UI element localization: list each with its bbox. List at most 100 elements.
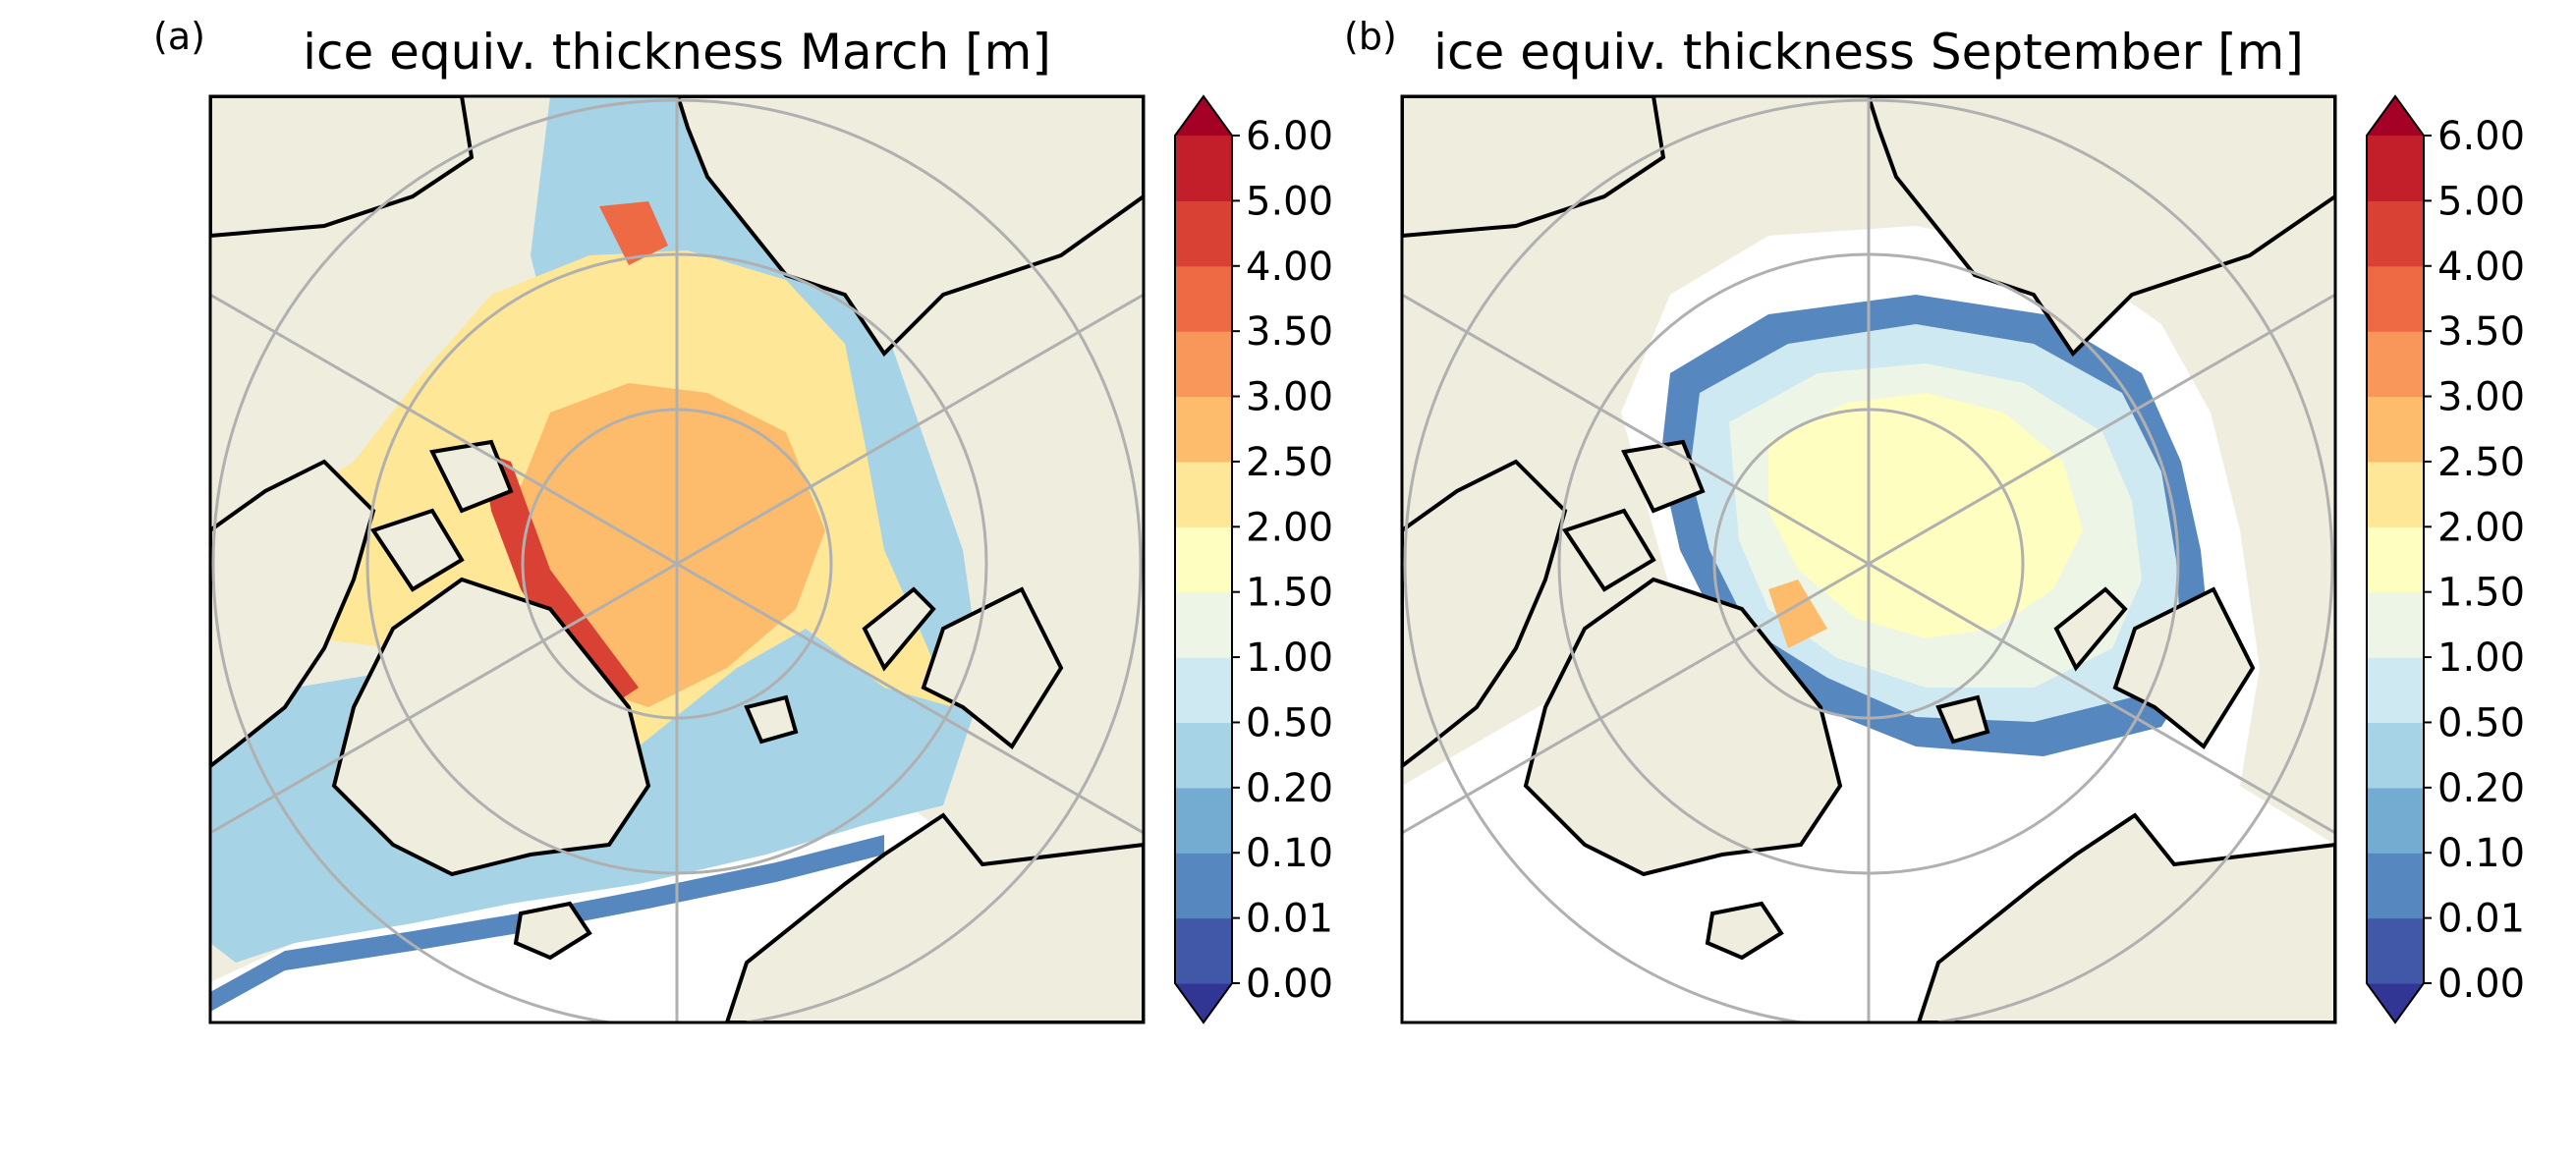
colorbar-b-tick-label: 1.00: [2437, 635, 2525, 681]
colorbar-b-tick-label: 2.00: [2437, 505, 2525, 550]
colorbar-a-tick-label: 2.50: [1246, 440, 1333, 485]
map-b-graticule: [1402, 96, 2335, 1022]
colorbar-a-tick-label: 2.00: [1246, 505, 1333, 550]
colorbar-b-tick-label: 0.50: [2437, 700, 2525, 746]
map-a-novaya-zemlya: [862, 586, 936, 672]
colorbar-a-extend-min: [1175, 983, 1232, 1022]
colorbar-b-extend-max: [2367, 96, 2424, 136]
panel-a: (a) ice equiv. thickness March [m]: [153, 15, 1146, 1024]
panel-b: (b) ice equiv. thickness September [m]: [1344, 15, 2337, 1024]
colorbar-b-bin: [2367, 722, 2424, 789]
map-a-graticule: [210, 96, 1144, 1022]
map-a-land: [210, 96, 1144, 1022]
colorbar-b-tick-label: 6.00: [2437, 114, 2525, 159]
colorbar-a-tick-label: 1.50: [1246, 571, 1333, 616]
colorbar-a-bin: [1175, 396, 1232, 463]
colorbar-b-bin: [2367, 917, 2424, 984]
map-a: [210, 96, 1144, 1022]
colorbar-a-tick-label: 3.50: [1246, 309, 1333, 355]
colorbar-a-bin: [1175, 331, 1232, 398]
panel-b-label: (b): [1344, 15, 1397, 58]
map-b-greenland: [1523, 577, 1843, 877]
map-a-siberia: [675, 96, 1144, 358]
colorbar-b-tick-label: 0.00: [2437, 962, 2525, 1007]
map-a-greenland: [331, 577, 651, 877]
colorbar-a-bin: [1175, 526, 1232, 593]
colorbar-b-extend-min: [2367, 983, 2424, 1022]
colorbar-b-tick-label: 5.00: [2437, 179, 2525, 224]
colorbar-a-tick-label: 0.50: [1246, 700, 1333, 746]
colorbar-a-bin: [1175, 265, 1232, 332]
map-b: [1402, 96, 2335, 1022]
colorbar-b-tick-label: 3.50: [2437, 309, 2525, 355]
map-b-iceland: [1705, 901, 1784, 961]
colorbar-b-bin: [2367, 331, 2424, 398]
colorbar-a-bin: [1175, 853, 1232, 919]
map-a-frame: [208, 94, 1146, 1024]
colorbar-b-tick-label: 1.50: [2437, 571, 2525, 616]
map-b-ice-orange: [1768, 580, 1827, 648]
map-a-scandinavia: [921, 586, 1064, 749]
colorbar-a-tick-label: 0.10: [1246, 831, 1333, 876]
panel-a-title: ice equiv. thickness March [m]: [303, 24, 1051, 81]
colorbar-a-bin: [1175, 200, 1232, 267]
colorbar-a-bin: [1175, 461, 1232, 527]
colorbar-a-tick-label: 0.00: [1246, 962, 1333, 1007]
colorbar-a-tick-label: 6.00: [1246, 114, 1333, 159]
map-a-archipelago-2: [369, 508, 465, 592]
panel-a-label: (a): [153, 15, 205, 58]
map-b-siberia: [1866, 96, 2335, 358]
map-b-europe: [1916, 812, 2335, 1022]
map-b-frame: [1400, 94, 2337, 1024]
map-b-meridian-120-300: [1402, 293, 2335, 835]
map-b-alaska: [1402, 96, 1666, 239]
colorbar-b-tick-label: 4.00: [2437, 245, 2525, 290]
colorbar-b-bin: [2367, 461, 2424, 527]
colorbar-b-tick-label: 2.50: [2437, 440, 2525, 485]
colorbar-a-bin: [1175, 917, 1232, 984]
colorbar-a-bin: [1175, 591, 1232, 658]
map-a-ice-red-chukchi: [599, 201, 668, 265]
panel-b-title: ice equiv. thickness September [m]: [1433, 24, 2304, 81]
map-a-svalbard: [744, 694, 799, 745]
colorbar-b-tick-label: 0.01: [2437, 897, 2525, 942]
colorbar-b-tick-label: 3.00: [2437, 375, 2525, 420]
colorbar-a: 0.00 0.01 0.10 0.20 0.50 1.00 1.50 2.00 2.50 3.00…: [1174, 94, 1333, 1024]
map-a-canada: [210, 459, 376, 769]
colorbar-a-extend-max: [1175, 96, 1232, 136]
map-b-novaya-zemlya: [2053, 586, 2128, 672]
colorbar-b-bin: [2367, 591, 2424, 658]
colorbar-b-bin: [2367, 200, 2424, 267]
colorbar-a-tick-label: 3.00: [1246, 375, 1333, 420]
colorbar-b-tick-label: 0.10: [2437, 831, 2525, 876]
map-a-meridian-120-300: [210, 293, 1144, 835]
colorbar-a-tick-label: 4.00: [1246, 245, 1333, 290]
colorbar-a-tick-label: 0.20: [1246, 766, 1333, 811]
colorbar-b-bin: [2367, 396, 2424, 463]
colorbar-a-tick-label: 5.00: [1246, 179, 1333, 224]
colorbar-b: 0.00 0.01 0.10 0.20 0.50 1.00 1.50 2.00 2.50 3.00…: [2366, 94, 2525, 1024]
colorbar-a-bin: [1175, 787, 1232, 854]
colorbar-a-bin: [1175, 722, 1232, 789]
colorbar-a-bin: [1175, 136, 1232, 201]
colorbar-a-tick-label: 1.00: [1246, 635, 1333, 681]
map-b-archipelago-2: [1561, 508, 1656, 592]
colorbar-b-bin: [2367, 787, 2424, 854]
map-b-land: [1402, 96, 2335, 1022]
colorbar-b-bin: [2367, 265, 2424, 332]
map-a-iceland: [513, 901, 592, 961]
map-a-alaska: [210, 96, 475, 239]
map-b-svalbard: [1935, 694, 1990, 745]
colorbar-b-tick-label: 0.20: [2437, 766, 2525, 811]
colorbar-a-bin: [1175, 657, 1232, 724]
colorbar-b-bin: [2367, 657, 2424, 724]
map-a-europe: [724, 812, 1144, 1022]
colorbar-b-bin: [2367, 136, 2424, 201]
map-b-scandinavia: [2112, 586, 2256, 749]
map-b-canada: [1402, 459, 1568, 769]
map-a-ice-red: [481, 452, 639, 707]
colorbar-b-bin: [2367, 526, 2424, 593]
colorbar-a-tick-label: 0.01: [1246, 897, 1333, 942]
colorbar-b-bin: [2367, 853, 2424, 919]
